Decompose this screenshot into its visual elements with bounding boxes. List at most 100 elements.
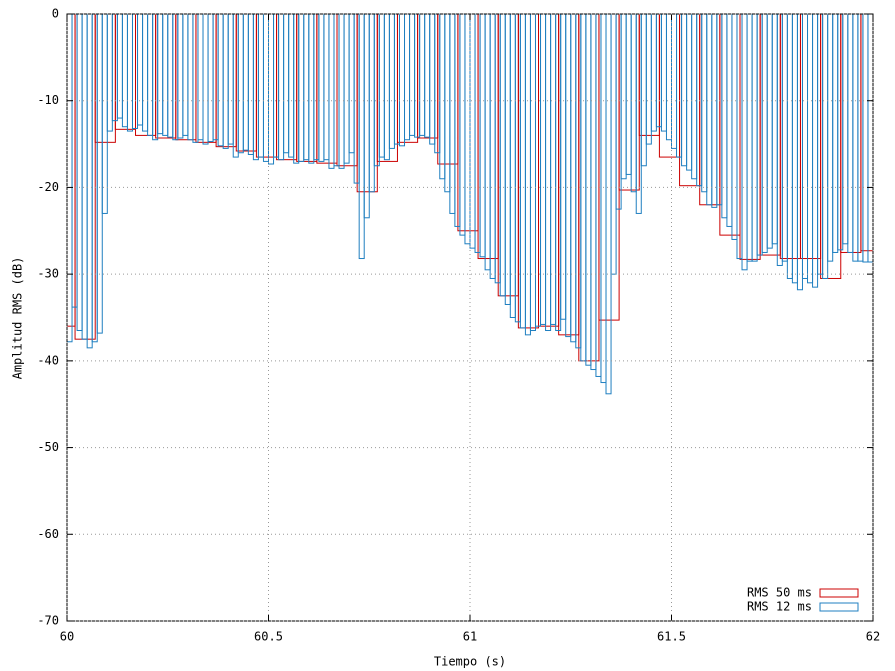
box — [439, 14, 446, 180]
legend-label: RMS 12 ms — [747, 600, 812, 614]
box — [550, 14, 557, 325]
box — [157, 14, 164, 135]
box — [766, 14, 773, 249]
box — [419, 14, 426, 136]
box — [761, 14, 768, 253]
box — [278, 14, 285, 161]
box — [257, 14, 264, 158]
x-tick-label: 61.5 — [657, 630, 686, 644]
box — [514, 14, 521, 323]
box — [691, 14, 698, 180]
box — [121, 14, 128, 128]
box — [721, 14, 728, 219]
box — [242, 14, 249, 151]
box — [635, 14, 642, 214]
box — [860, 14, 873, 252]
box — [131, 14, 139, 129]
box — [323, 14, 330, 161]
box — [650, 14, 657, 132]
box — [575, 14, 582, 349]
box — [867, 14, 873, 263]
box — [328, 14, 335, 169]
box — [630, 14, 637, 193]
box — [852, 14, 859, 262]
box — [590, 14, 597, 371]
box — [142, 14, 149, 132]
box — [676, 14, 683, 158]
box — [741, 14, 748, 271]
box — [711, 14, 718, 208]
box — [434, 14, 441, 154]
y-tick-label: 0 — [52, 7, 59, 21]
box — [414, 14, 421, 138]
box — [484, 14, 491, 271]
box — [751, 14, 758, 262]
box — [353, 14, 360, 184]
box — [197, 14, 204, 141]
y-tick-label: -70 — [37, 614, 59, 628]
box — [187, 14, 194, 141]
box — [832, 14, 839, 253]
box — [681, 14, 688, 167]
box — [540, 14, 547, 325]
box — [701, 14, 708, 193]
box — [358, 14, 365, 260]
box — [555, 14, 562, 332]
box — [333, 14, 340, 167]
box — [67, 14, 73, 343]
box — [343, 14, 350, 164]
box — [786, 14, 793, 279]
box — [479, 14, 486, 258]
box — [288, 14, 295, 158]
box — [519, 14, 526, 329]
box — [91, 14, 98, 343]
box — [207, 14, 214, 142]
box — [368, 14, 375, 193]
box — [837, 14, 844, 251]
box — [610, 14, 617, 275]
box — [429, 14, 436, 145]
box — [585, 14, 592, 366]
y-tick-label: -60 — [37, 527, 59, 541]
box — [842, 14, 849, 245]
box — [771, 14, 778, 245]
box — [293, 14, 300, 164]
y-tick-label: -50 — [37, 440, 59, 454]
box — [706, 14, 713, 206]
box — [167, 14, 174, 138]
box — [464, 14, 471, 245]
box — [469, 14, 476, 249]
box — [791, 14, 798, 284]
box — [398, 14, 406, 147]
box — [504, 14, 511, 305]
box — [645, 14, 652, 145]
x-tick-label: 60.5 — [254, 630, 283, 644]
box — [620, 14, 627, 180]
box — [560, 14, 567, 320]
x-tick-label: 61 — [463, 630, 477, 644]
box — [237, 14, 244, 154]
box — [71, 14, 78, 308]
x-axis-label: Tiempo (s) — [434, 655, 506, 669]
box — [152, 14, 159, 141]
box — [101, 14, 108, 214]
box — [116, 14, 123, 119]
box — [227, 14, 234, 145]
box — [862, 14, 869, 263]
box — [172, 14, 179, 141]
box — [660, 14, 667, 132]
box — [378, 14, 385, 158]
box — [273, 14, 280, 158]
box — [776, 14, 783, 266]
box — [796, 14, 803, 291]
box — [177, 14, 184, 139]
y-tick-label: -30 — [37, 267, 59, 281]
box — [857, 14, 864, 262]
box — [595, 14, 602, 377]
box — [247, 14, 254, 155]
box — [489, 14, 496, 279]
box — [731, 14, 738, 240]
box — [262, 14, 269, 162]
y-tick-label: -10 — [37, 93, 59, 107]
box — [494, 14, 501, 284]
